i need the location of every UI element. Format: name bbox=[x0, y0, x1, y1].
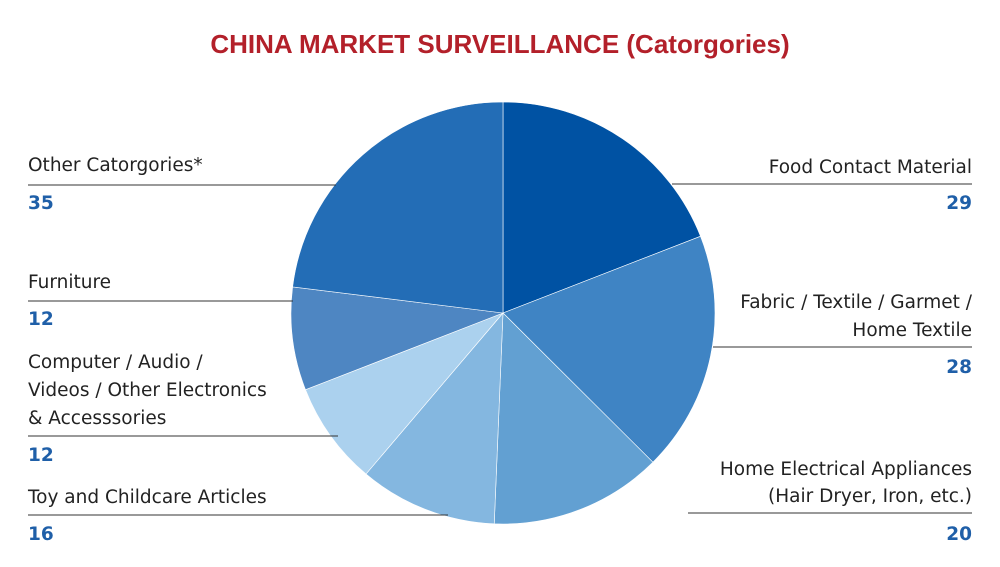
slice-annotations: Food Contact Material 29 Fabric / Textile … bbox=[27, 155, 973, 545]
slice-value-5: 12 bbox=[28, 309, 54, 330]
slice-value-2: 20 bbox=[946, 524, 972, 545]
pie-slice-3 bbox=[365, 312, 504, 525]
pie-slice-1 bbox=[502, 235, 716, 463]
slice-value-6: 35 bbox=[28, 193, 54, 214]
pie-slices bbox=[290, 101, 716, 525]
slice-label-4-line-2: & Accesssories bbox=[28, 408, 166, 429]
slice-label-1-line-1: Home Textile bbox=[852, 320, 972, 341]
slice-value-1: 28 bbox=[946, 357, 972, 378]
pie-slice-0 bbox=[502, 101, 701, 314]
slice-label-1-line-0: Fabric / Textile / Garmet / bbox=[740, 292, 972, 313]
slice-label-6-line-0: Other Catorgories* bbox=[28, 155, 203, 176]
slice-label-5-line-0: Furniture bbox=[28, 272, 111, 293]
slice-value-3: 16 bbox=[28, 524, 54, 545]
slice-value-0: 29 bbox=[946, 193, 972, 214]
slice-label-2-line-0: Home Electrical Appliances bbox=[720, 459, 972, 480]
pie-slice-5 bbox=[290, 286, 504, 391]
chart-title: CHINA MARKET SURVEILLANCE (Catorgories) bbox=[210, 29, 789, 59]
pie-slice-2 bbox=[493, 312, 654, 525]
pie-slice-6 bbox=[292, 101, 504, 314]
slice-label-2-line-1: (Hair Dryer, Iron, etc.) bbox=[768, 486, 972, 507]
slice-label-0-line-0: Food Contact Material bbox=[769, 157, 972, 178]
slice-value-4: 12 bbox=[28, 445, 54, 466]
slice-label-4-line-1: Videos / Other Electronics bbox=[28, 380, 267, 401]
slice-label-3-line-0: Toy and Childcare Articles bbox=[27, 487, 267, 508]
slice-label-4-line-0: Computer / Audio / bbox=[28, 352, 203, 373]
